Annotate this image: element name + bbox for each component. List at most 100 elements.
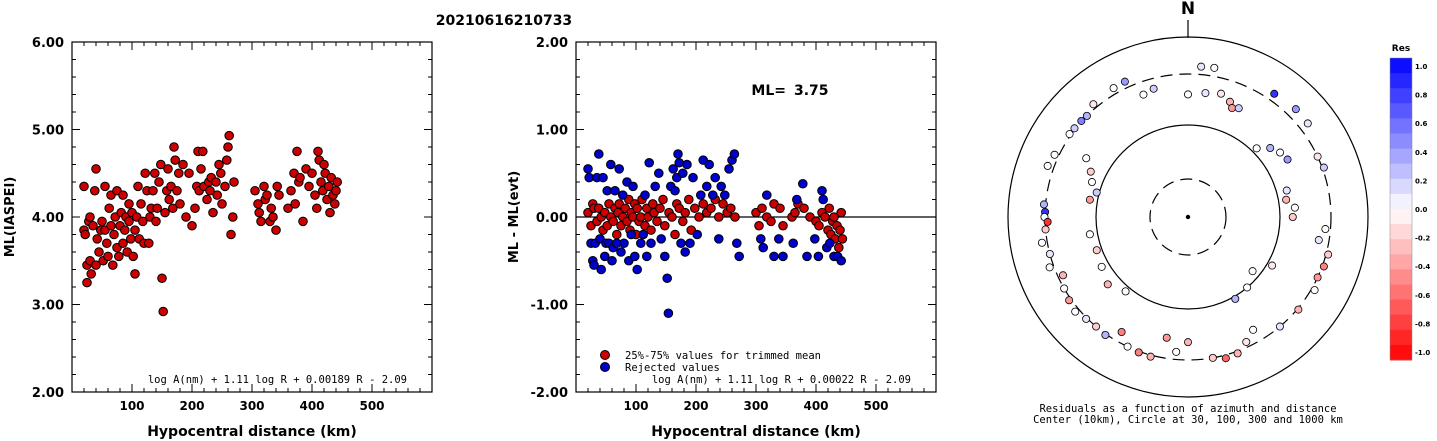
data-point: [184, 168, 194, 179]
data-point: [271, 225, 281, 235]
data-point: [829, 212, 839, 222]
x-tick-label: 400: [299, 399, 324, 413]
data-points: [79, 130, 343, 317]
colorbar-segment: [1390, 103, 1412, 119]
data-point: [212, 190, 222, 200]
station-point: [1172, 347, 1181, 356]
data-point: [644, 157, 655, 168]
data-point: [223, 142, 233, 152]
data-point: [144, 238, 154, 249]
colorbar-tick-label: 0.8: [1415, 92, 1428, 100]
data-point: [668, 164, 679, 174]
data-point: [316, 177, 326, 187]
station-point: [1134, 348, 1143, 357]
data-point: [224, 130, 234, 141]
data-point: [88, 220, 98, 231]
north-label: N: [1181, 0, 1195, 19]
data-point: [813, 251, 824, 262]
data-point: [157, 273, 167, 284]
station-point: [1092, 322, 1101, 331]
data-point: [133, 181, 143, 192]
data-point: [732, 238, 742, 249]
data-point: [626, 229, 637, 240]
station-point: [1217, 89, 1226, 98]
data-point: [798, 178, 808, 189]
data-point: [136, 199, 146, 209]
station-point: [1146, 352, 1155, 361]
station-point: [1065, 296, 1074, 305]
data-point: [226, 229, 236, 240]
x-tick-label: 500: [863, 399, 888, 413]
ml-residual-chart: -2.00 -1.00 0.00 1.00 2.00 100 200 300 400 500 ML…: [507, 36, 937, 440]
data-point: [148, 185, 158, 196]
data-point: [663, 308, 674, 319]
data-point: [685, 238, 695, 249]
colorbar-segment: [1390, 224, 1412, 240]
station-point: [1252, 144, 1261, 153]
data-point: [708, 190, 718, 200]
data-point: [619, 238, 629, 249]
data-point: [208, 207, 218, 218]
station-point: [1070, 124, 1079, 133]
distance-ring: [1149, 178, 1227, 256]
data-point: [652, 216, 662, 227]
data-point: [120, 225, 130, 235]
data-point: [778, 220, 788, 231]
data-point: [836, 255, 847, 266]
data-point: [814, 220, 824, 231]
data-point: [810, 234, 820, 244]
data-point: [175, 199, 185, 209]
data-point: [690, 203, 700, 214]
station-point: [1276, 148, 1285, 157]
data-point: [714, 212, 724, 222]
data-point: [836, 207, 847, 218]
data-point: [283, 203, 293, 214]
data-point: [716, 181, 727, 192]
colorbar-segment: [1390, 193, 1412, 210]
data-point: [174, 168, 184, 179]
data-point: [228, 212, 238, 222]
data-point: [268, 212, 278, 222]
station-point: [1294, 305, 1303, 314]
data-point: [788, 238, 799, 249]
colorbar-segment: [1390, 118, 1412, 134]
data-point: [196, 164, 206, 174]
station-point: [1291, 105, 1300, 114]
station-point: [1282, 195, 1291, 204]
y-axis-label: ML - ML(evt): [507, 171, 522, 263]
data-point: [640, 190, 650, 200]
data-point: [91, 260, 101, 270]
station-point: [1243, 283, 1252, 292]
station-point: [1233, 349, 1242, 358]
data-point: [100, 181, 110, 192]
azimuth-residual-plot: N Residuals as a function of azimuth and…: [1007, 0, 1430, 426]
data-point: [680, 247, 691, 257]
station-point: [1089, 100, 1098, 109]
data-point: [710, 172, 721, 183]
legend-rejected-marker: [600, 362, 610, 372]
station-point: [1085, 230, 1094, 239]
data-point: [152, 203, 162, 214]
data-point: [124, 216, 134, 227]
station-point: [1210, 63, 1219, 72]
data-point: [160, 207, 170, 218]
station-point: [1248, 267, 1257, 276]
x-tick-label: 400: [803, 399, 828, 413]
data-point: [124, 199, 134, 209]
ml-value: 3.75: [794, 83, 829, 99]
colorbar-segment: [1390, 73, 1412, 89]
data-point: [163, 164, 173, 174]
data-point: [757, 203, 767, 214]
data-point: [126, 234, 136, 244]
data-point: [667, 212, 677, 222]
y-tick-label: 2.00: [32, 386, 64, 401]
station-point: [1275, 322, 1284, 331]
station-point: [1282, 186, 1291, 195]
data-point: [229, 177, 239, 187]
station-point: [1037, 238, 1046, 247]
station-point: [1059, 271, 1068, 280]
distance-rings: [1007, 36, 1369, 398]
data-point: [594, 149, 604, 159]
colorbar-tick-label: 0.4: [1415, 149, 1428, 157]
y-tick-label: -1.00: [531, 299, 568, 314]
